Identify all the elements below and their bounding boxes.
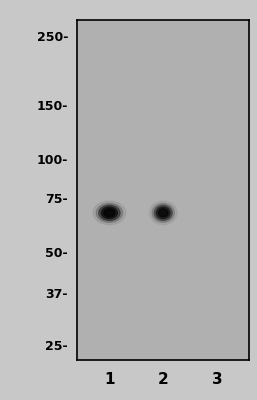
Ellipse shape [149, 201, 177, 225]
Ellipse shape [158, 209, 168, 217]
Ellipse shape [156, 207, 170, 219]
Ellipse shape [101, 207, 117, 219]
Ellipse shape [93, 201, 126, 225]
Ellipse shape [96, 203, 123, 222]
Ellipse shape [99, 205, 120, 221]
Ellipse shape [152, 203, 175, 222]
Ellipse shape [154, 205, 172, 221]
Ellipse shape [104, 209, 115, 217]
